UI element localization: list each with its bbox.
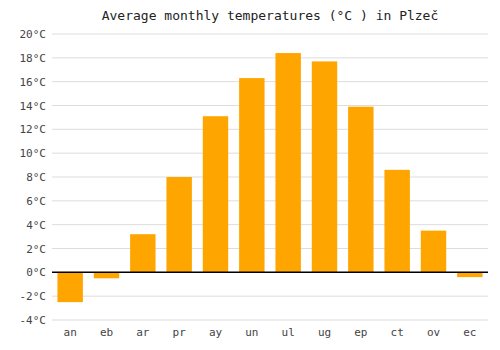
- y-tick-label: -4°C: [20, 314, 47, 327]
- bar: [94, 272, 119, 278]
- y-tick-label: -2°C: [20, 290, 47, 303]
- y-tick-label: 14°C: [20, 100, 47, 113]
- bar: [275, 53, 300, 272]
- x-tick-label: ov: [427, 326, 441, 339]
- x-tick-label: eb: [100, 326, 113, 339]
- bar: [166, 177, 191, 272]
- x-tick-label: ec: [463, 326, 476, 339]
- title: Average monthly temperatures (°C ) in Pl…: [102, 8, 439, 23]
- bar: [130, 234, 155, 272]
- grid-line: [52, 153, 488, 154]
- grid-line: [52, 129, 488, 130]
- grid-line: [52, 272, 488, 273]
- grid-line: [52, 320, 488, 321]
- x-tick-label: ug: [318, 326, 331, 339]
- y-tick-label: 4°C: [26, 219, 46, 232]
- grid-line: [52, 57, 488, 58]
- x-tick-label: ay: [209, 326, 223, 339]
- bar: [57, 272, 82, 302]
- bar: [384, 170, 409, 272]
- bar: [312, 61, 337, 272]
- grid-line: [52, 81, 488, 82]
- x-tick-label: an: [64, 326, 77, 339]
- grid-line: [52, 296, 488, 297]
- y-tick-label: 18°C: [20, 52, 47, 65]
- grid-line: [52, 34, 488, 35]
- grid-line: [52, 200, 488, 201]
- bar: [421, 231, 446, 273]
- x-tick-label: ct: [391, 326, 404, 339]
- grid: [52, 34, 488, 320]
- x-tick-label: un: [245, 326, 258, 339]
- y-tick-label: 6°C: [26, 195, 46, 208]
- y-tick-label: 20°C: [20, 28, 47, 41]
- bar: [348, 107, 373, 273]
- grid-line: [52, 224, 488, 225]
- y-tick-label: 0°C: [26, 266, 46, 279]
- bar: [239, 78, 264, 272]
- x-tick-label: ep: [354, 326, 367, 339]
- y-tick-label: 2°C: [26, 243, 46, 256]
- y-tick-label: 16°C: [20, 76, 47, 89]
- bar: [203, 116, 228, 272]
- y-tick-label: 8°C: [26, 171, 46, 184]
- zero-line: [52, 272, 488, 274]
- x-tick-label: ar: [136, 326, 150, 339]
- grid-line: [52, 177, 488, 178]
- x-tick-label: ul: [282, 326, 295, 339]
- grid-line: [52, 105, 488, 106]
- y-tick-label: 12°C: [20, 123, 47, 136]
- chart: Average monthly temperatures (°C ) in Pl…: [0, 0, 500, 350]
- bars: [57, 53, 482, 302]
- y-tick-label: 10°C: [20, 147, 47, 160]
- x-tick-label: pr: [173, 326, 187, 339]
